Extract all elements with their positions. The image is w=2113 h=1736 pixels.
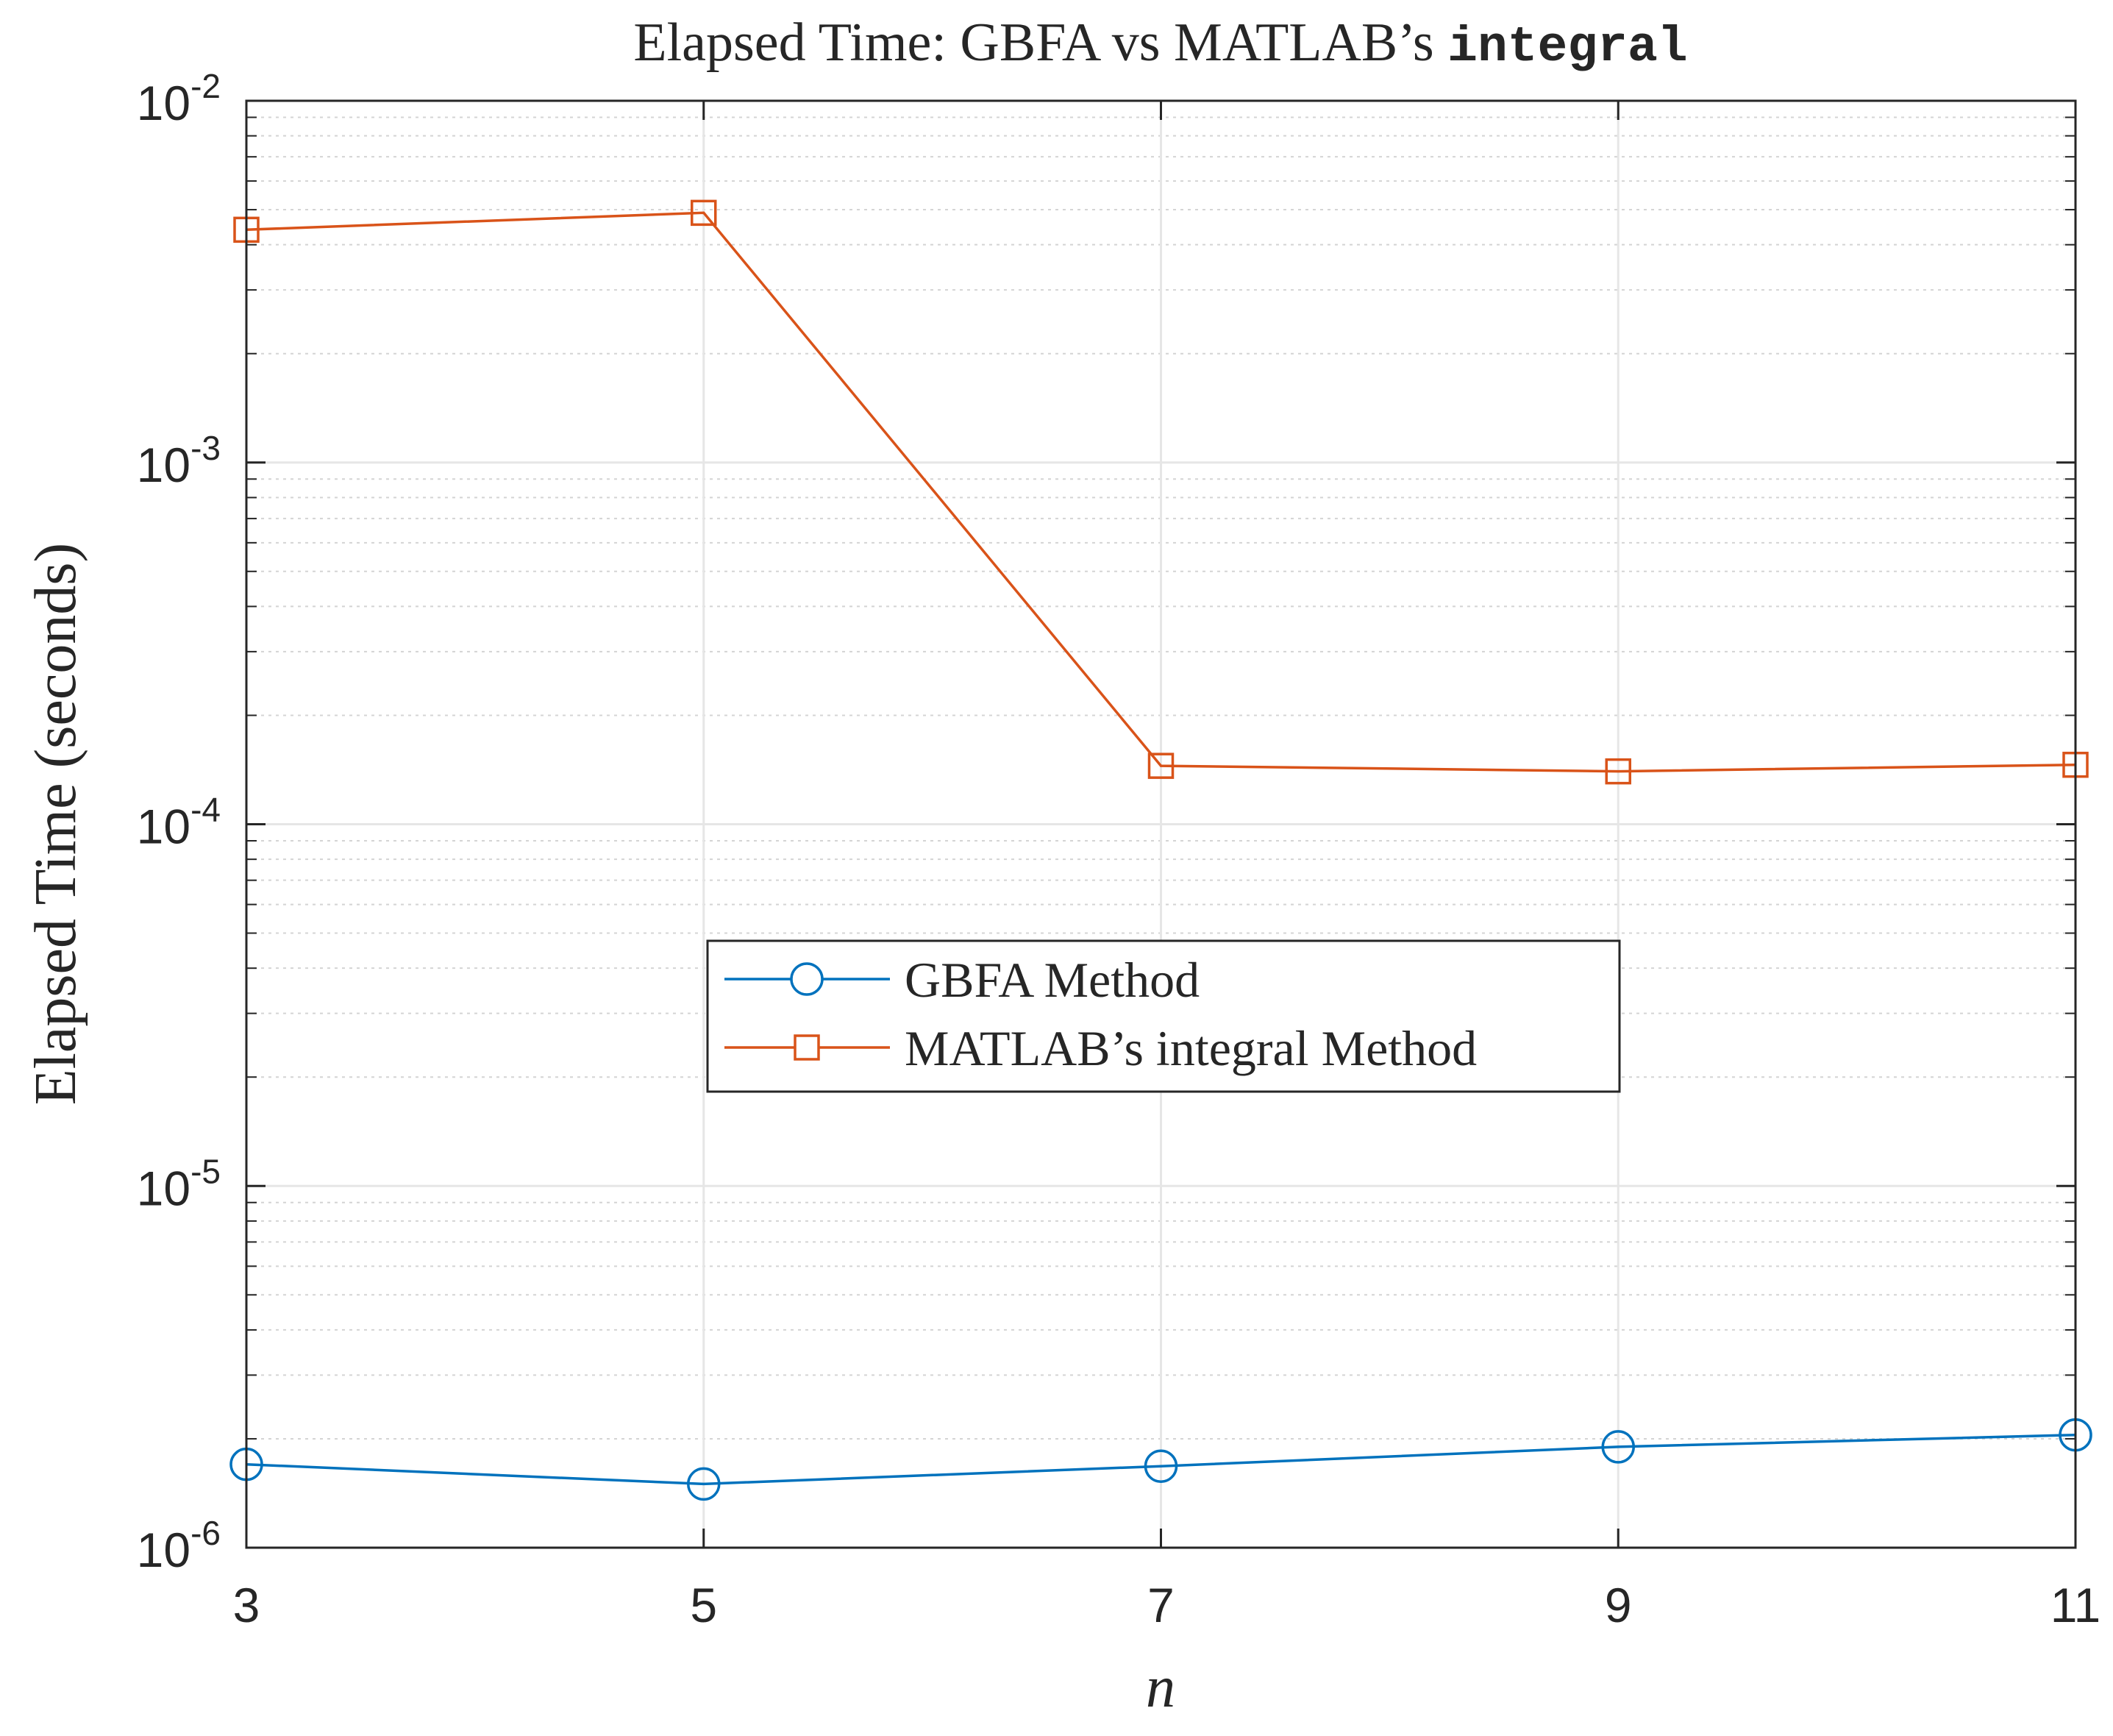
y-tick-exponent: -5 (190, 1152, 221, 1190)
legend-label-gbfa: GBFA Method (905, 952, 1200, 1008)
series-line-integral (246, 211, 2076, 773)
y-tick-base: 10 (137, 800, 190, 854)
legend-item-gbfa[interactable]: GBFA Method (724, 952, 1200, 1008)
y-tick-label: 10-5 (137, 1152, 221, 1215)
x-axis-label: n (1146, 1655, 1175, 1720)
data-point-gbfa[interactable] (687, 1467, 721, 1501)
y-tick-label: 10-6 (137, 1514, 221, 1577)
legend[interactable]: GBFA Method MATLAB’s integral Method (706, 939, 1621, 1093)
x-tick-label: 3 (233, 1578, 260, 1632)
data-point-integral[interactable] (1147, 753, 1175, 779)
x-tick-label: 9 (1605, 1578, 1632, 1632)
y-tick-exponent: -2 (190, 67, 221, 105)
y-tick-label: 10-4 (137, 791, 221, 854)
legend-marker-gbfa (790, 962, 824, 996)
y-tick-labels: 10-610-510-410-310-2 (137, 67, 221, 1577)
grid (245, 99, 2077, 1549)
y-tick-exponent: -3 (190, 429, 221, 467)
legend-box (706, 939, 1621, 1093)
data-point-integral[interactable] (691, 199, 717, 227)
legend-item-integral[interactable]: MATLAB’s integral Method (724, 1020, 1477, 1076)
y-tick-base: 10 (137, 438, 190, 492)
data-point-gbfa[interactable] (1601, 1430, 1635, 1464)
legend-entries: GBFA Method MATLAB’s integral Method (724, 952, 1477, 1076)
y-tick-base: 10 (137, 1161, 190, 1215)
chart-title-text: Elapsed Time: GBFA vs MATLAB’s (633, 13, 1447, 73)
data-point-integral[interactable] (1605, 758, 1631, 785)
y-tick-exponent: -4 (190, 791, 221, 829)
y-tick-base: 10 (137, 76, 190, 130)
series-line-gbfa (246, 1433, 2076, 1486)
y-tick-label: 10-2 (137, 67, 221, 130)
y-axis-label: Elapsed Time (seconds) (24, 543, 88, 1105)
x-tick-label: 5 (690, 1578, 717, 1632)
y-tick-base: 10 (137, 1523, 190, 1577)
y-tick-exponent: -6 (190, 1514, 221, 1552)
chart-title: Elapsed Time: GBFA vs MATLAB’s integral (633, 13, 1687, 76)
x-tick-labels: 3 5 7 9 11 (233, 1578, 2101, 1632)
x-tick-label: 7 (1147, 1578, 1175, 1632)
legend-label-integral: MATLAB’s integral Method (905, 1020, 1477, 1076)
tick-marks (245, 99, 2077, 1549)
chart-title-code: integral (1447, 19, 1687, 76)
x-tick-label: 11 (2050, 1578, 2101, 1632)
legend-marker-integral (794, 1034, 820, 1061)
y-tick-label: 10-3 (137, 429, 221, 492)
data-point-gbfa[interactable] (1144, 1449, 1178, 1483)
